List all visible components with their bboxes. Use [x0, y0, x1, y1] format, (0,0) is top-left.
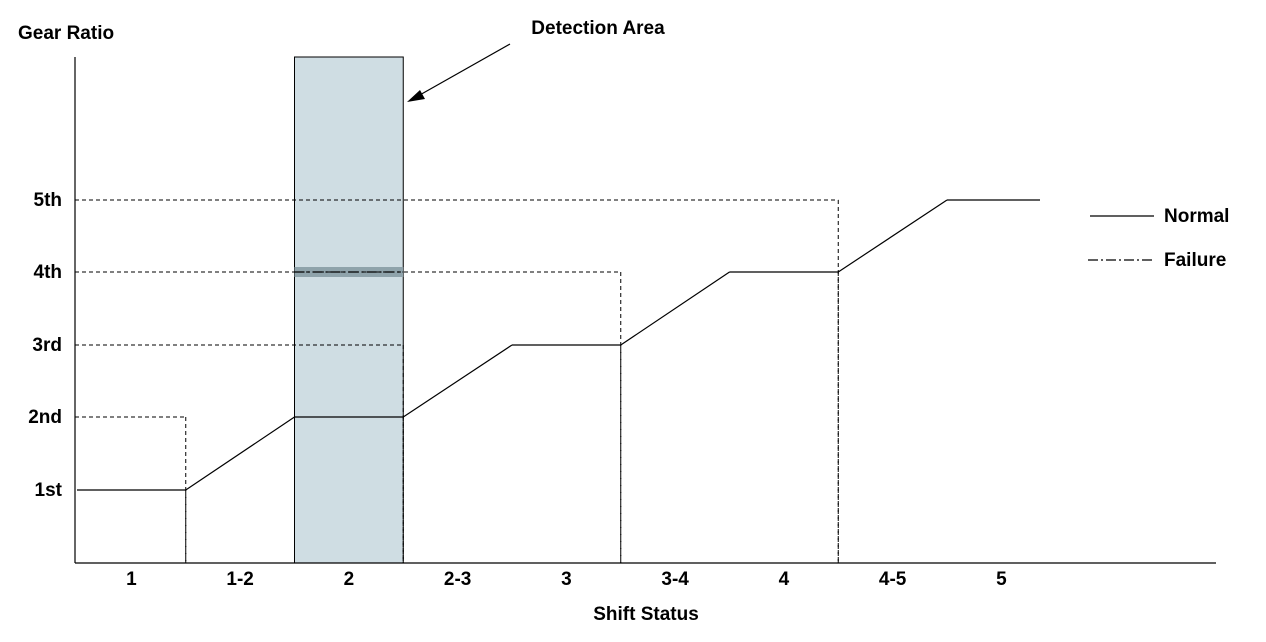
legend-normal-label: Normal [1164, 206, 1229, 227]
x-tick-label-3: 3 [561, 569, 572, 590]
y-tick-label-1st: 1st [35, 480, 63, 501]
x-tick-label-5: 5 [996, 569, 1007, 590]
x-tick-label-1-2: 1-2 [226, 569, 253, 590]
detection-arrow-head [407, 90, 425, 102]
normal-line-segment-2-3 [402, 344, 513, 418]
detection-arrow-line [417, 43, 511, 97]
detection-area-band [294, 56, 404, 564]
x-tick-label-2: 2 [344, 569, 355, 590]
x-tick-label-4-5: 4-5 [879, 569, 907, 590]
x-tick-label-4: 4 [779, 569, 790, 590]
x-tick-label-1: 1 [126, 569, 137, 590]
normal-line-segment-1-2 [185, 416, 295, 491]
y-tick-label-3rd: 3rd [32, 335, 62, 356]
normal-line-segment-4-5 [837, 199, 948, 273]
x-axis-title: Shift Status [593, 604, 699, 625]
legend-failure-label: Failure [1164, 250, 1226, 271]
normal-line-segment-3-4 [620, 271, 730, 346]
y-tick-label-4th: 4th [34, 262, 63, 283]
x-tick-label-2-3: 2-3 [444, 569, 471, 590]
y-axis-title: Gear Ratio [18, 23, 114, 44]
x-tick-label-3-4: 3-4 [661, 569, 689, 590]
y-tick-label-5th: 5th [34, 190, 63, 211]
y-tick-label-2nd: 2nd [28, 407, 62, 428]
detection-area-label: Detection Area [531, 18, 665, 39]
